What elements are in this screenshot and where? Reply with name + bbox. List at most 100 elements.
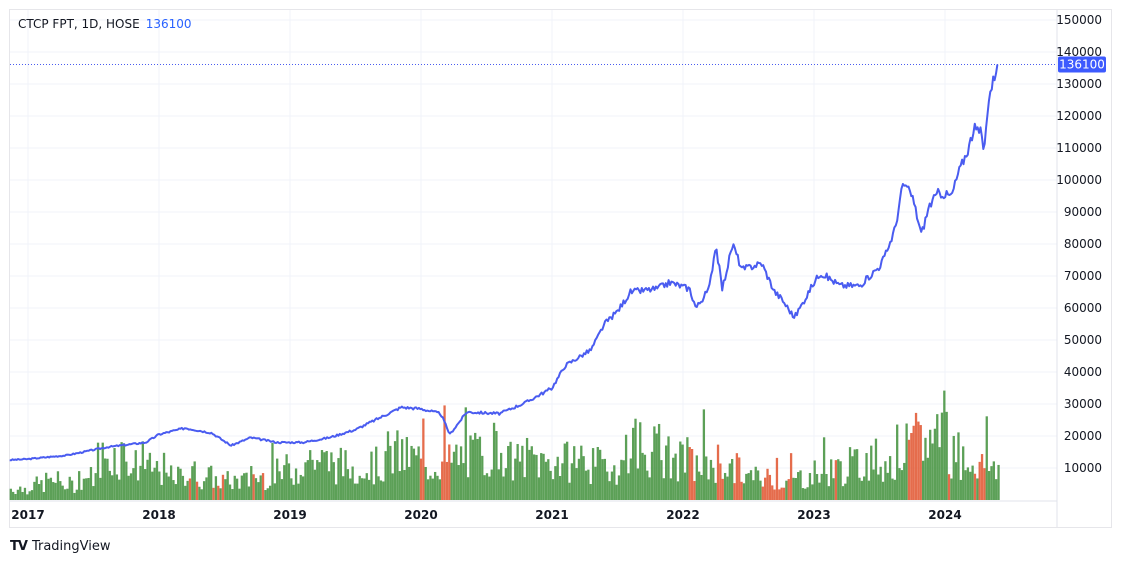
volume-bar <box>410 445 413 500</box>
volume-bar <box>507 446 510 500</box>
volume-bar <box>214 476 218 500</box>
volume-bar <box>540 453 543 500</box>
volume-bar <box>327 471 331 500</box>
volume-bar <box>966 467 970 500</box>
volume-bar <box>37 483 41 500</box>
volume-bar <box>240 475 243 500</box>
volume-bar <box>893 479 896 500</box>
volume-bar <box>655 433 658 500</box>
y-tick-label: 50000 <box>1064 333 1102 347</box>
volume-bar <box>723 472 727 500</box>
volume-bar <box>47 478 50 500</box>
logo-text: TradingView <box>31 539 111 554</box>
volume-bar <box>924 437 927 500</box>
last-price-badge <box>1058 56 1106 73</box>
volume-bar <box>261 473 265 500</box>
volume-bar <box>205 477 208 500</box>
volume-bar <box>688 447 691 500</box>
volume-bar <box>926 457 929 500</box>
volume-bar <box>172 480 175 500</box>
volume-bar <box>936 414 939 500</box>
volume-bar <box>855 449 859 500</box>
volume-bar <box>287 463 291 500</box>
volume-bar <box>492 422 496 500</box>
volume-bar <box>146 459 149 500</box>
volume-bar <box>669 478 673 500</box>
volume-bar <box>792 477 795 500</box>
x-tick-label: 2023 <box>797 508 830 522</box>
volume-bar <box>349 478 352 500</box>
volume-bar <box>106 458 109 500</box>
volume-bar <box>874 438 878 500</box>
volume-bar <box>568 482 571 500</box>
volume-bar <box>344 450 347 500</box>
volume-bar <box>888 456 892 500</box>
volume-bar <box>599 449 602 500</box>
volume-bar <box>382 481 385 500</box>
volume-bar <box>82 478 86 500</box>
volume-bar <box>886 472 889 500</box>
volume-bar <box>752 480 755 500</box>
volume-bar <box>353 483 357 500</box>
volume-bar <box>962 446 965 500</box>
volume-bar <box>235 478 239 500</box>
volume-bar <box>700 474 703 500</box>
volume-bar <box>896 424 899 500</box>
volume-bar <box>238 488 241 500</box>
volume-bar <box>709 459 713 500</box>
volume-bar <box>398 471 401 500</box>
y-tick-label: 20000 <box>1064 429 1102 443</box>
x-tick-label: 2018 <box>142 508 175 522</box>
volume-bar <box>756 470 760 500</box>
volume-bar <box>266 488 269 500</box>
volume-bar <box>233 475 236 500</box>
volume-bar <box>202 481 206 500</box>
volume-bar <box>912 425 915 500</box>
volume-bar <box>330 452 333 500</box>
volume-bar <box>415 455 418 500</box>
volume-bar <box>169 465 173 500</box>
volume-bar <box>608 481 611 500</box>
volume-bar <box>525 437 529 500</box>
volume-bar <box>587 469 590 500</box>
volume-bar <box>408 466 411 500</box>
volume-bar <box>311 459 314 500</box>
volume-bar <box>917 421 920 500</box>
volume-bar <box>577 458 581 500</box>
volume-bar <box>712 467 715 500</box>
volume-bar <box>957 432 960 500</box>
volume-bar <box>905 423 908 500</box>
volume-bar <box>245 472 248 500</box>
volume-bar <box>257 482 260 500</box>
volume-bar <box>549 470 552 500</box>
volume-bar <box>768 474 772 500</box>
volume-bar <box>441 461 444 500</box>
volume-bar <box>474 432 477 500</box>
volume-bar <box>900 470 904 500</box>
y-tick-label: 140000 <box>1056 45 1102 59</box>
volume-bar <box>346 469 350 500</box>
volume-bar <box>950 478 953 500</box>
volume-bar <box>943 390 946 500</box>
volume-bar <box>108 470 111 500</box>
volume-bar <box>566 441 569 500</box>
volume-bar <box>660 460 663 500</box>
price-line <box>9 64 999 462</box>
volume-bar <box>59 481 62 500</box>
volume-bar <box>764 477 767 500</box>
y-tick-label: 90000 <box>1064 205 1102 219</box>
volume-bar <box>375 446 378 500</box>
volume-bar <box>87 477 90 500</box>
volume-bar <box>858 477 861 500</box>
tradingview-logo[interactable]: TV TradingView <box>10 539 110 554</box>
volume-bar <box>563 443 566 500</box>
volume-bar <box>603 458 607 500</box>
volume-bar <box>775 457 779 500</box>
volume-bar <box>264 490 267 500</box>
volume-bar <box>325 451 328 500</box>
chart-legend: CTCP FPT, 1D, HOSE 136100 <box>18 17 192 31</box>
volume-bar <box>832 478 835 500</box>
volume-bar <box>309 450 312 500</box>
y-tick-label: 30000 <box>1064 397 1102 411</box>
